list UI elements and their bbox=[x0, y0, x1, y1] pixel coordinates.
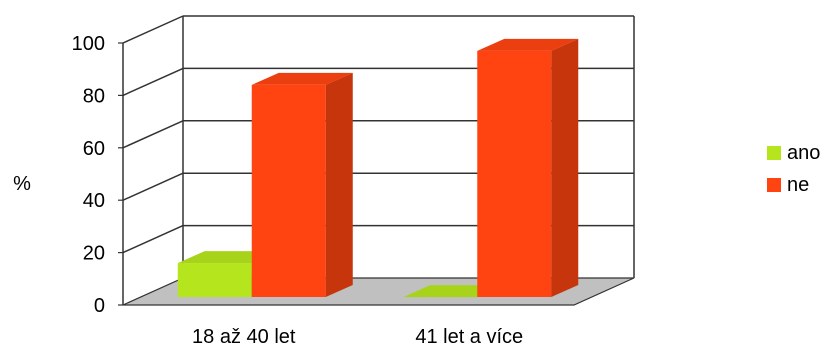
bar-side-ne bbox=[325, 72, 353, 297]
gridline-side bbox=[122, 224, 184, 254]
legend: ano ne bbox=[767, 142, 820, 196]
y-tick-label: 60 bbox=[83, 138, 105, 160]
bars bbox=[177, 38, 579, 298]
bar-top-ne bbox=[477, 38, 579, 51]
bar-ne bbox=[251, 84, 326, 297]
x-axis-categories: 18 až 40 let 41 let a více bbox=[192, 326, 523, 348]
chart-walls bbox=[122, 16, 635, 305]
gridline-side bbox=[122, 67, 184, 97]
legend-swatch-ano bbox=[767, 146, 781, 160]
y-tick-label: 20 bbox=[83, 243, 105, 265]
y-tick-label: 40 bbox=[83, 190, 105, 212]
y-tick-label: 100 bbox=[72, 33, 105, 55]
category-label: 18 až 40 let bbox=[192, 326, 296, 348]
category-label: 41 let a více bbox=[415, 326, 523, 348]
gridline-side bbox=[122, 120, 184, 149]
y-tick-label: 0 bbox=[94, 295, 105, 317]
bar-side-ne bbox=[551, 38, 579, 298]
y-tick-label: 80 bbox=[83, 85, 105, 107]
bar-top-ne bbox=[251, 72, 353, 85]
gridline-side bbox=[122, 172, 184, 201]
gridline-side bbox=[122, 15, 184, 44]
bar-ne bbox=[477, 50, 552, 297]
legend-label-ano: ano bbox=[787, 142, 820, 164]
legend-swatch-ne bbox=[767, 178, 781, 192]
legend-label-ne: ne bbox=[787, 174, 809, 196]
y-axis-label: % bbox=[13, 173, 31, 195]
bar-ano bbox=[177, 263, 252, 297]
y-axis-ticks: 0 20 40 60 80 100 bbox=[72, 33, 123, 317]
